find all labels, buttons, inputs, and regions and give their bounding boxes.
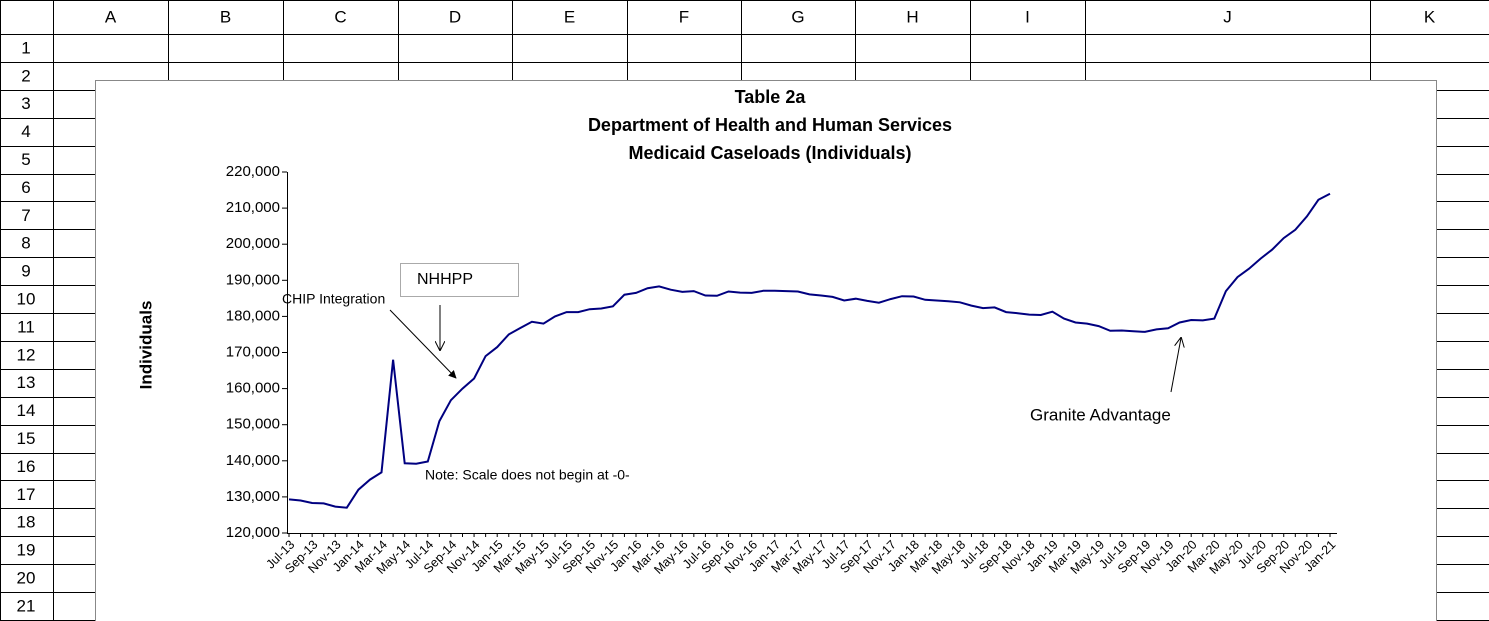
column-header[interactable]: J	[1223, 7, 1232, 26]
column-header[interactable]: A	[105, 7, 117, 26]
column-header[interactable]: G	[791, 7, 804, 26]
chart-title: Table 2a	[735, 87, 807, 107]
chart-title: Department of Health and Human Services	[588, 115, 952, 135]
row-header[interactable]: 9	[21, 262, 30, 281]
row-header[interactable]: 21	[17, 596, 36, 615]
series-line	[288, 192, 1331, 509]
arrow	[1170, 338, 1181, 393]
y-tick-label: 160,000	[226, 380, 280, 397]
y-axis-label: Individuals	[136, 301, 155, 390]
y-tick-label: 190,000	[226, 271, 280, 288]
row-header[interactable]: 5	[21, 150, 30, 169]
column-header[interactable]: I	[1025, 7, 1030, 26]
row-header[interactable]: 19	[17, 541, 36, 560]
row-header[interactable]: 2	[21, 66, 30, 85]
column-header[interactable]: C	[334, 7, 346, 26]
y-tick-label: 170,000	[226, 343, 280, 360]
y-tick-label: 200,000	[226, 235, 280, 252]
annotation: NHHPP	[417, 271, 473, 288]
row-header[interactable]: 12	[17, 345, 36, 364]
y-tick-label: 120,000	[226, 524, 280, 541]
column-header[interactable]: E	[564, 7, 575, 26]
column-header[interactable]: K	[1424, 7, 1436, 26]
column-header[interactable]: F	[679, 7, 689, 26]
row-header[interactable]: 3	[21, 94, 30, 113]
annotation-box	[400, 263, 519, 297]
row-header[interactable]: 6	[21, 178, 30, 197]
row-header[interactable]: 10	[17, 290, 36, 309]
column-header[interactable]: D	[449, 7, 461, 26]
column-header[interactable]: H	[906, 7, 918, 26]
row-header[interactable]: 15	[17, 429, 36, 448]
column-header[interactable]: B	[220, 7, 231, 26]
y-tick-label: 140,000	[226, 452, 280, 469]
y-tick-label: 180,000	[226, 307, 280, 324]
chart-title: Medicaid Caseloads (Individuals)	[628, 143, 911, 163]
row-header[interactable]: 4	[21, 122, 30, 141]
row-header[interactable]: 14	[17, 401, 36, 420]
row-header[interactable]: 20	[17, 569, 36, 588]
y-tick-label: 150,000	[226, 416, 280, 433]
chart-area	[95, 80, 1437, 621]
row-header[interactable]: 16	[17, 457, 36, 476]
row-header[interactable]: 1	[21, 38, 30, 57]
row-header[interactable]: 11	[17, 317, 35, 336]
row-header[interactable]: 7	[21, 206, 30, 225]
y-tick-label: 130,000	[226, 488, 280, 505]
arrow	[389, 309, 457, 379]
row-header[interactable]: 18	[17, 513, 36, 532]
annotation: Granite Advantage	[1030, 405, 1171, 424]
row-header[interactable]: 8	[21, 234, 30, 253]
y-tick-label: 210,000	[226, 199, 280, 216]
annotation: CHIP Integration	[282, 291, 385, 307]
row-header[interactable]: 13	[17, 373, 36, 392]
annotation: Note: Scale does not begin at -0-	[425, 467, 630, 483]
y-tick-label: 220,000	[226, 163, 280, 180]
row-header[interactable]: 17	[17, 485, 36, 504]
